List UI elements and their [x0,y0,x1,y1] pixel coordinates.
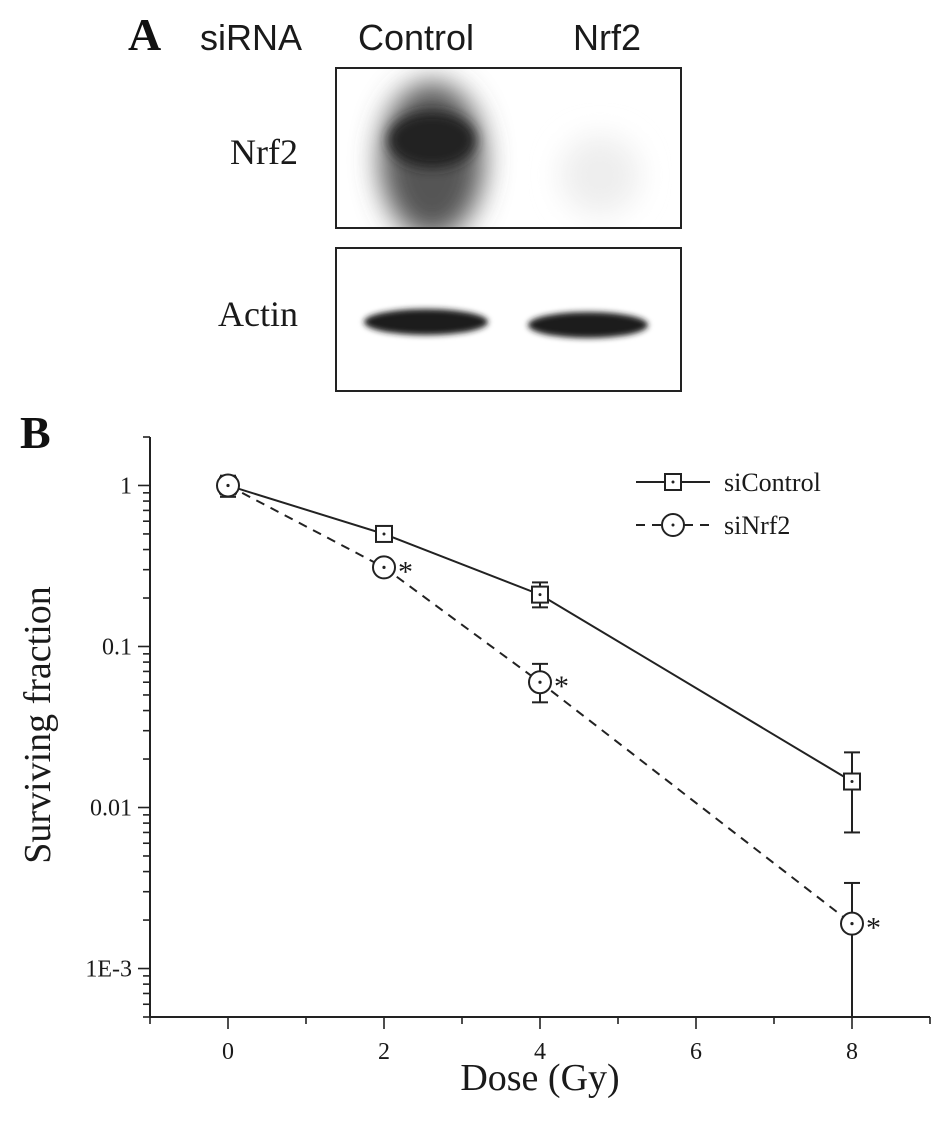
legend-label-sinrf2: siNrf2 [724,511,790,540]
legend-marker-center-sinrf2 [671,523,675,527]
lane-label-control: Control [358,17,474,58]
point-center-sinrf2 [226,483,230,488]
legend-item-sinrf2: siNrf2 [636,511,790,540]
significance-star: * [398,555,413,588]
y-tick-label: 1 [120,473,132,499]
y-tick-label: 1E-3 [85,957,132,983]
axes [149,437,930,1018]
panel-b-letter: B [20,407,51,458]
point-center-sicontrol [382,532,386,536]
significance-star: * [866,912,881,945]
x-axis-title: Dose (Gy) [460,1057,619,1099]
x-tick-label: 0 [222,1039,234,1065]
sirna-header-label: siRNA [200,17,302,58]
band-actin-control [364,309,488,335]
series-line-sinrf2 [227,484,853,925]
blot-row-label-actin: Actin [218,294,298,334]
band-nrf2-sinrf2 [560,135,640,215]
plot-series: * * * [216,473,881,1018]
x-tick-label: 4 [534,1039,546,1065]
y-tick-label: 0.1 [102,634,132,660]
panel-a-letter: A [128,9,161,60]
panel-b: B 1 0.1 0.01 1E-3 0 2 4 6 8 * * * Dose (Gy) Survi… [17,407,931,1099]
x-tick-label: 6 [690,1039,702,1065]
point-center-sinrf2 [850,922,854,926]
band-nrf2-control-core [388,112,476,168]
y-tick-label: 0.01 [90,796,132,822]
point-center-sinrf2 [538,680,542,684]
significance-star: * [554,670,569,703]
y-axis-title: Surviving fraction [17,586,59,864]
legend-label-sicontrol: siControl [724,468,821,497]
band-actin-sinrf2 [528,312,648,338]
point-center-sicontrol [850,780,854,784]
series-line-sicontrol [227,484,853,783]
blot-membrane-actin [335,247,682,392]
legend-marker-center-sicontrol [671,480,675,484]
y-axis-ticks: 1 0.1 0.01 1E-3 [85,436,150,1018]
lane-label-nrf2: Nrf2 [573,17,641,58]
blot-row-label-nrf2: Nrf2 [230,132,298,172]
point-center-sicontrol [538,593,542,597]
series-sinrf2: * * * [216,473,881,1018]
x-axis-ticks: 0 2 4 6 8 [149,1017,931,1065]
legend: siControl siNrf2 [636,468,821,540]
blot-membrane-nrf2 [335,67,682,229]
x-tick-label: 2 [378,1039,390,1065]
x-tick-label: 8 [846,1039,858,1065]
legend-item-sicontrol: siControl [636,468,821,497]
panel-a: A siRNA Control Nrf2 Nrf2 Actin [128,9,682,392]
point-center-sinrf2 [382,565,386,569]
